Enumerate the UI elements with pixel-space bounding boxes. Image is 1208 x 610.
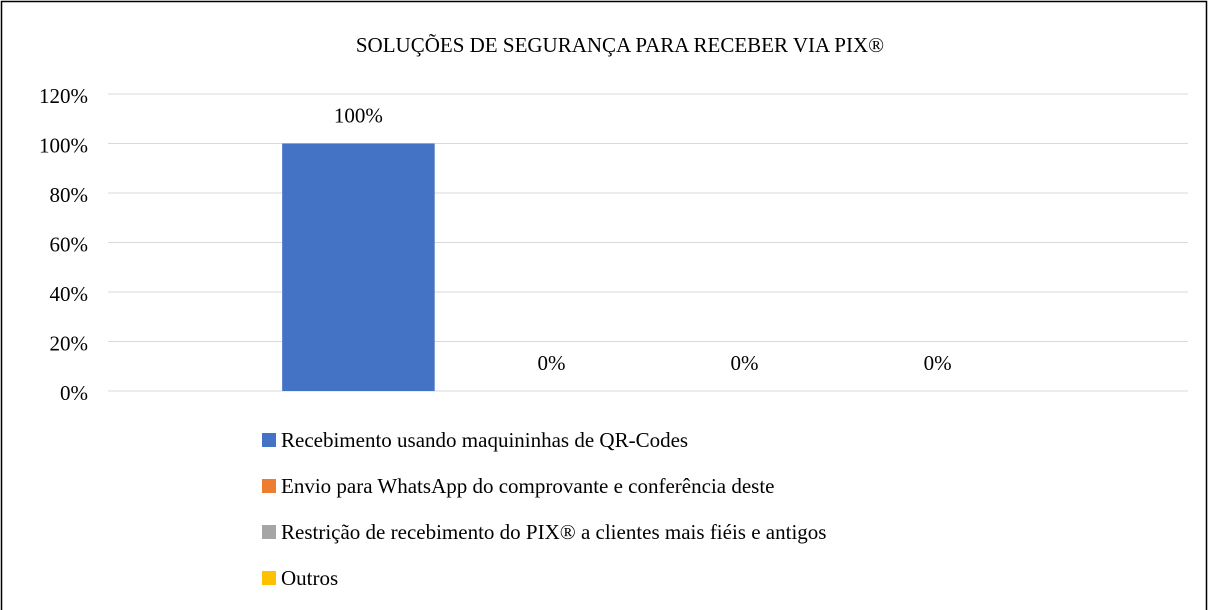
y-tick-label: 120% [39,84,88,108]
y-tick-label: 60% [50,232,89,256]
value-label: 0% [924,351,952,375]
y-tick-label: 40% [50,282,89,306]
y-tick-label: 80% [50,183,89,207]
legend-label: Recebimento usando maquininhas de QR-Cod… [281,428,688,452]
bar [282,143,435,391]
legend-swatch [262,433,276,447]
y-tick-label: 0% [60,381,88,405]
legend-label: Restrição de recebimento do PIX® a clien… [281,520,826,544]
legend-label: Envio para WhatsApp do comprovante e con… [281,474,775,498]
legend-swatch [262,571,276,585]
value-label: 0% [537,351,565,375]
legend-label: Outros [281,566,338,590]
value-label: 100% [334,103,383,127]
y-tick-label: 20% [50,331,89,355]
value-label: 0% [731,351,759,375]
legend-swatch [262,525,276,539]
y-tick-label: 100% [39,133,88,157]
chart-title: SOLUÇÕES DE SEGURANÇA PARA RECEBER VIA P… [356,33,884,57]
legend-swatch [262,479,276,493]
